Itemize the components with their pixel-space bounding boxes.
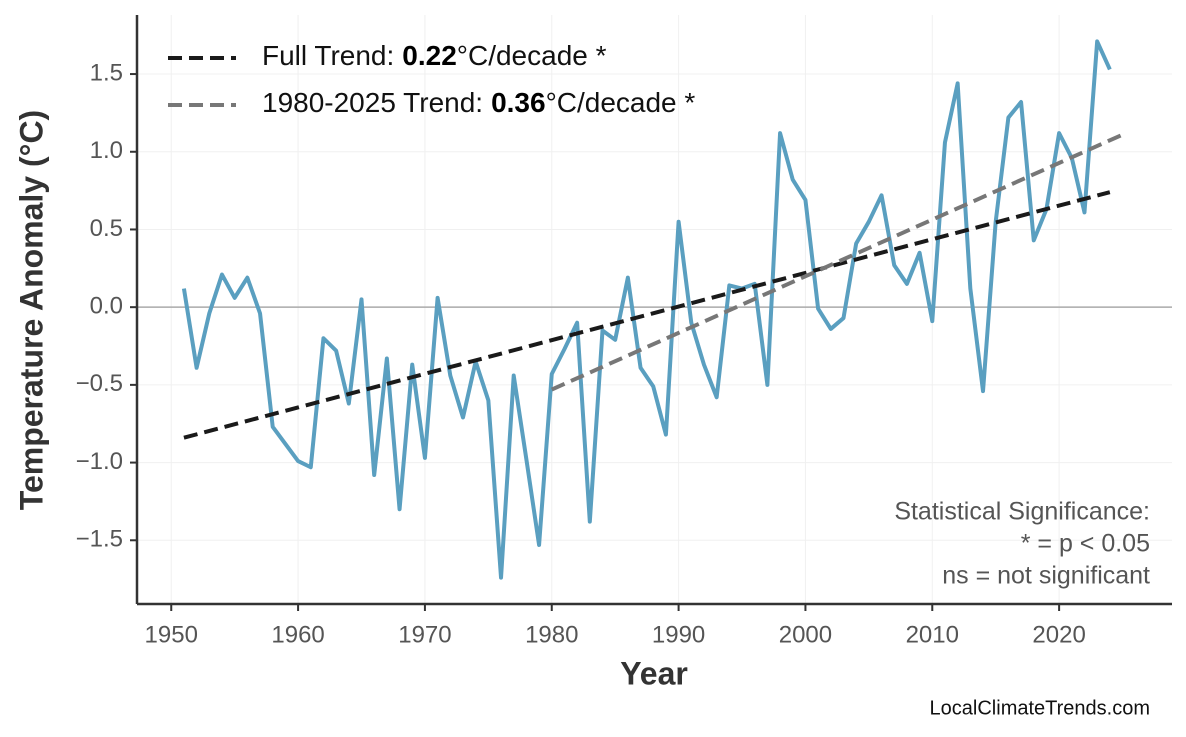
annotation: Statistical Significance: bbox=[894, 498, 1150, 526]
x-tick-label: 1950 bbox=[145, 621, 198, 648]
x-tick-label: 1970 bbox=[398, 621, 451, 648]
y-tick-label: −1.0 bbox=[76, 448, 123, 475]
legend-entry: 1980-2025 Trend: 0.36°C/decade * bbox=[262, 87, 695, 118]
annotation: * = p < 0.05 bbox=[1021, 530, 1150, 558]
y-tick-label: 1.0 bbox=[90, 137, 123, 164]
legend-entry: Full Trend: 0.22°C/decade * bbox=[262, 40, 607, 71]
y-tick-label: −1.5 bbox=[76, 526, 123, 553]
y-tick-label: 1.5 bbox=[90, 59, 123, 86]
y-tick-label: 0.0 bbox=[90, 293, 123, 320]
y-tick-label: 0.5 bbox=[90, 215, 123, 242]
legend-name: Full Trend: bbox=[262, 40, 394, 71]
y-axis-label: Temperature Anomaly (°C) bbox=[13, 110, 49, 510]
legend-unit: °C/decade * bbox=[457, 40, 607, 71]
legend-name: 1980-2025 Trend: bbox=[262, 87, 483, 118]
y-tick-label: −0.5 bbox=[76, 370, 123, 397]
x-tick-label: 2000 bbox=[779, 621, 832, 648]
data-line bbox=[181, 39, 1112, 580]
annotation: ns = not significant bbox=[942, 562, 1150, 590]
x-tick-label: 1960 bbox=[271, 621, 324, 648]
x-tick-label: 2020 bbox=[1032, 621, 1085, 648]
trend-line bbox=[550, 132, 1124, 392]
x-axis-label: Year bbox=[620, 655, 688, 691]
x-tick-label: 2010 bbox=[906, 621, 959, 648]
trend-line bbox=[183, 190, 1111, 440]
x-tick-label: 1980 bbox=[525, 621, 578, 648]
legend-slope: 0.22 bbox=[402, 40, 457, 71]
legend-unit: °C/decade * bbox=[546, 87, 696, 118]
source: LocalClimateTrends.com bbox=[930, 697, 1150, 719]
x-tick-label: 1990 bbox=[652, 621, 705, 648]
legend-slope: 0.36 bbox=[491, 87, 546, 118]
